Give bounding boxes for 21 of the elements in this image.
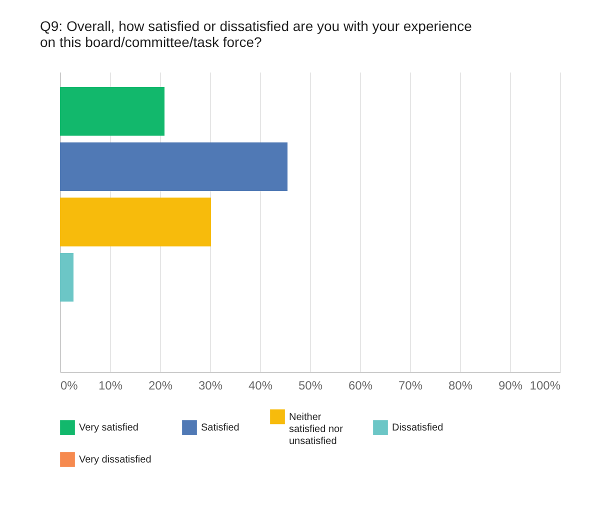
legend-label: Satisfied [201, 422, 240, 434]
x-tick-label: 20% [148, 378, 173, 392]
x-tick-label: 0% [60, 378, 78, 392]
x-tick-label: 100% [530, 378, 561, 392]
legend-label: Neither satisfied nor unsatisfied [289, 412, 344, 447]
bar [60, 87, 164, 136]
bar [60, 252, 74, 302]
legend-label: Very satisfied [79, 422, 138, 434]
legend-label: Dissatisfied [392, 422, 444, 434]
x-tick-label: 80% [448, 378, 473, 392]
x-tick-label: 40% [248, 378, 273, 392]
x-tick-label: 60% [348, 378, 373, 392]
x-tick-label: 50% [298, 378, 323, 392]
x-tick-label: 70% [398, 378, 423, 392]
x-tick-label: 30% [198, 378, 223, 392]
bar [60, 142, 288, 192]
x-tick-label: 90% [498, 378, 523, 392]
bar [60, 198, 211, 246]
chart-title: Q9: Overall, how satisfied or dissatisfied are you with your experience on this board/committee/task force? [40, 18, 472, 50]
legend-label: Very dissatisfied [79, 454, 152, 466]
x-tick-label: 10% [98, 378, 123, 392]
